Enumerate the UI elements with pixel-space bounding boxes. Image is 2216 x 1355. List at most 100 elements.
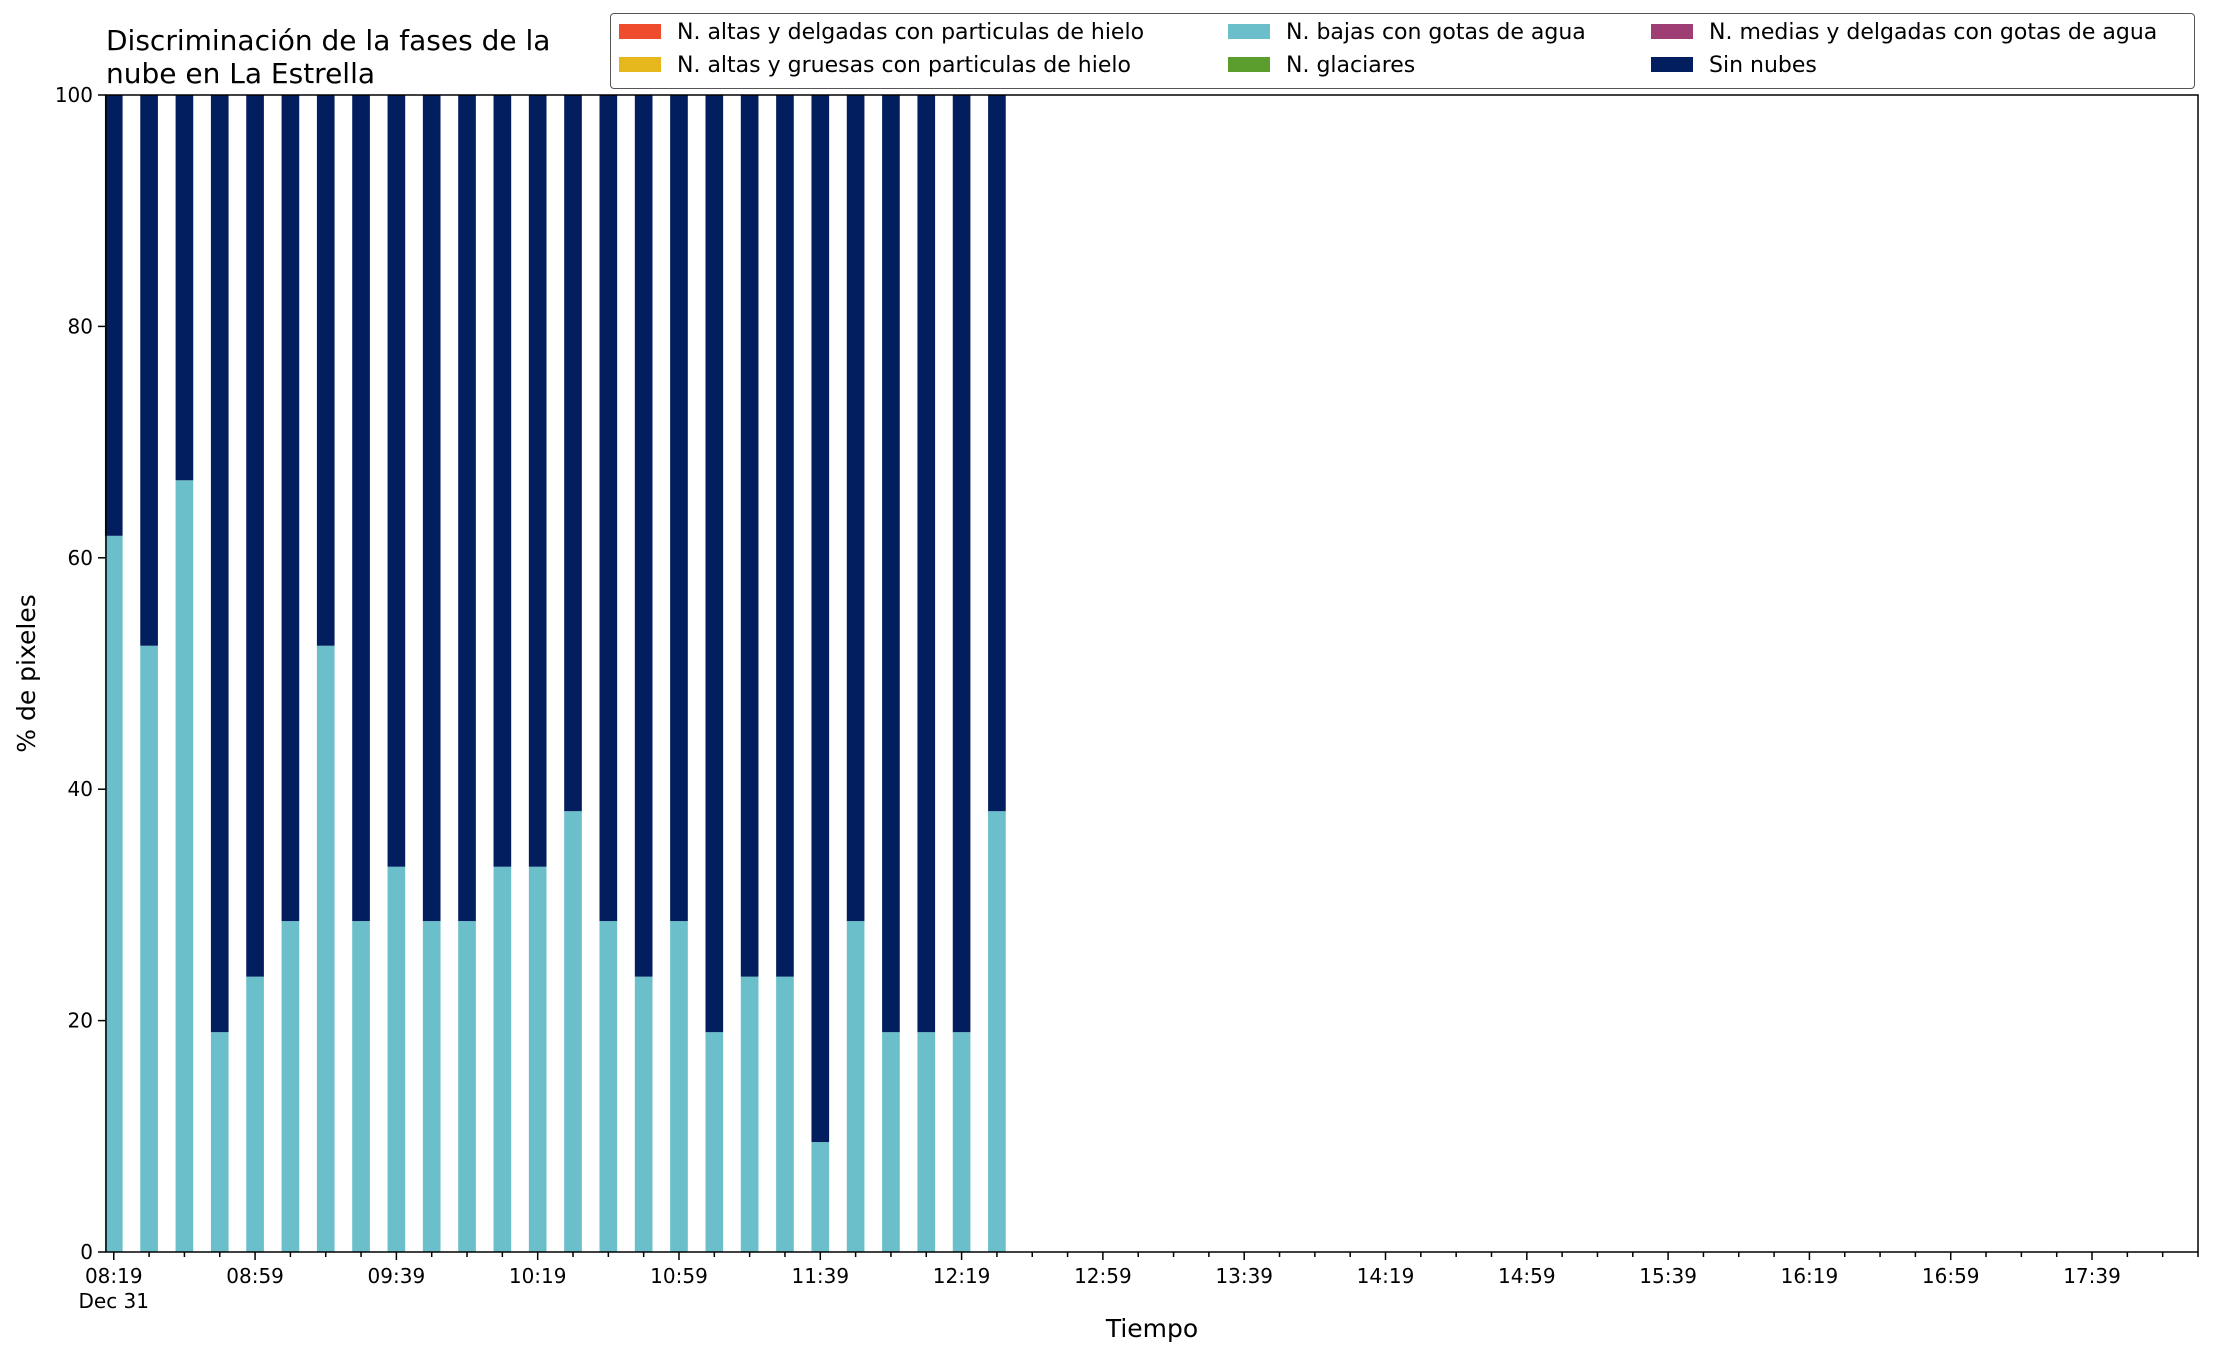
bar-1149-series-5 xyxy=(846,95,865,922)
x-tick-label: 17:39 xyxy=(2063,1264,2121,1288)
bar-0829-series-2 xyxy=(140,645,158,1252)
x-tick-label: 16:59 xyxy=(1922,1264,1980,1288)
legend-item: N. altas y delgadas con particulas de hi… xyxy=(619,20,1144,46)
bar-0929-series-5 xyxy=(352,95,370,922)
x-tick-label: 10:19 xyxy=(509,1264,567,1288)
bar-1119-series-5 xyxy=(740,95,759,977)
bar-1009-series-2 xyxy=(493,866,512,1252)
x-tick-label: 12:59 xyxy=(1074,1264,1132,1288)
legend-item: N. medias y delgadas con gotas de agua xyxy=(1651,20,2157,46)
legend-swatch xyxy=(1228,23,1270,39)
x-tick-label: 09:39 xyxy=(368,1264,426,1288)
legend-label: N. medias y delgadas con gotas de agua xyxy=(1709,20,2158,45)
bar-1139-series-2 xyxy=(811,1142,830,1252)
x-tick-label: 13:39 xyxy=(1215,1264,1273,1288)
bars-group xyxy=(104,95,1006,1252)
bar-1209-series-2 xyxy=(917,1032,936,1252)
x-tick-label: 11:39 xyxy=(791,1264,849,1288)
bar-1219-series-5 xyxy=(952,95,971,1033)
legend-swatch xyxy=(619,56,661,72)
bar-1019-series-5 xyxy=(528,95,547,867)
bar-0859-series-2 xyxy=(246,976,264,1252)
x-tick-label: 14:19 xyxy=(1357,1264,1415,1288)
chart-legend: N. altas y delgadas con particulas de hi… xyxy=(610,13,2195,89)
bar-1229-series-2 xyxy=(988,811,1006,1252)
bar-0959-series-2 xyxy=(458,921,476,1252)
legend-label: N. altas y delgadas con particulas de hi… xyxy=(677,20,1145,45)
bar-1139-series-5 xyxy=(811,95,830,1143)
y-tick-label: 40 xyxy=(68,777,93,801)
legend-item: N. bajas con gotas de agua xyxy=(1228,20,1586,46)
bar-0849-series-5 xyxy=(210,95,229,1033)
bar-1149-series-2 xyxy=(846,921,865,1252)
bar-0949-series-5 xyxy=(422,95,441,922)
bar-1029-series-5 xyxy=(564,95,582,812)
x-tick-label: 14:59 xyxy=(1498,1264,1556,1288)
legend-swatch xyxy=(1228,56,1270,72)
y-axis-label: % de pixeles xyxy=(12,594,41,752)
x-tick-label: 08:19 xyxy=(85,1264,143,1288)
bar-0819-series-2 xyxy=(104,535,123,1252)
bar-1019-series-2 xyxy=(528,866,547,1252)
bar-0919-series-5 xyxy=(316,95,335,646)
bar-0839-series-5 xyxy=(175,95,194,481)
legend-label: N. glaciares xyxy=(1286,53,1416,78)
legend-item: N. altas y gruesas con particulas de hie… xyxy=(619,53,1131,79)
bar-1229-series-5 xyxy=(988,95,1006,812)
bar-0839-series-2 xyxy=(175,480,194,1252)
x-tick-label: 16:19 xyxy=(1781,1264,1839,1288)
bar-1059-series-2 xyxy=(670,921,688,1252)
bar-1059-series-5 xyxy=(670,95,688,922)
legend-label: N. altas y gruesas con particulas de hie… xyxy=(677,53,1131,78)
bar-1119-series-2 xyxy=(740,976,759,1252)
legend-swatch xyxy=(619,23,661,39)
plot-frame xyxy=(105,94,2199,1253)
bar-0909-series-2 xyxy=(281,921,300,1252)
bar-1039-series-2 xyxy=(599,921,618,1252)
legend-label: N. bajas con gotas de agua xyxy=(1286,20,1586,45)
x-tick-label: 12:19 xyxy=(933,1264,991,1288)
bar-1039-series-5 xyxy=(599,95,618,922)
x-tick-label: 08:59 xyxy=(226,1264,284,1288)
bar-1029-series-2 xyxy=(564,811,582,1252)
legend-item: Sin nubes xyxy=(1651,53,1817,79)
chart-title: Discriminación de la fases de la nube en… xyxy=(106,24,551,90)
x-date-label: Dec 31 xyxy=(79,1289,150,1313)
bar-0829-series-5 xyxy=(140,95,158,646)
bar-1049-series-5 xyxy=(634,95,653,977)
y-tick-label: 80 xyxy=(68,314,93,338)
x-tick-label: 15:39 xyxy=(1639,1264,1697,1288)
bar-1129-series-5 xyxy=(776,95,794,977)
bar-1159-series-2 xyxy=(882,1032,900,1252)
bar-1129-series-2 xyxy=(776,976,794,1252)
bar-0959-series-5 xyxy=(458,95,476,922)
bar-0949-series-2 xyxy=(422,921,441,1252)
bar-1009-series-5 xyxy=(493,95,512,867)
legend-swatch xyxy=(1651,23,1693,39)
legend-label: Sin nubes xyxy=(1709,53,1817,78)
bar-1159-series-5 xyxy=(882,95,900,1033)
bar-1109-series-2 xyxy=(705,1032,724,1252)
bar-1219-series-2 xyxy=(952,1032,971,1252)
bar-1049-series-2 xyxy=(634,976,653,1252)
x-axis-label: Tiempo xyxy=(1105,1314,1198,1343)
y-tick-label: 20 xyxy=(68,1009,93,1033)
bar-0849-series-2 xyxy=(210,1032,229,1252)
y-tick-label: 100 xyxy=(55,83,93,107)
bar-1209-series-5 xyxy=(917,95,936,1033)
bar-1109-series-5 xyxy=(705,95,724,1033)
x-axis: 08:19 08:59 09:39 10:19 10:59 11:39 12:19 12:59… xyxy=(79,1252,2199,1313)
bar-0939-series-5 xyxy=(387,95,406,867)
bar-0929-series-2 xyxy=(352,921,370,1252)
bar-0919-series-2 xyxy=(316,645,335,1252)
legend-item: N. glaciares xyxy=(1228,53,1415,79)
bar-0909-series-5 xyxy=(281,95,300,922)
legend-swatch xyxy=(1651,56,1693,72)
bar-0939-series-2 xyxy=(387,866,406,1252)
bar-0859-series-5 xyxy=(246,95,264,977)
bar-0819-series-5 xyxy=(104,95,123,536)
y-tick-label: 0 xyxy=(80,1240,93,1264)
x-tick-label: 10:59 xyxy=(650,1264,708,1288)
y-axis: 0 20 40 60 80 100 xyxy=(55,83,106,1264)
